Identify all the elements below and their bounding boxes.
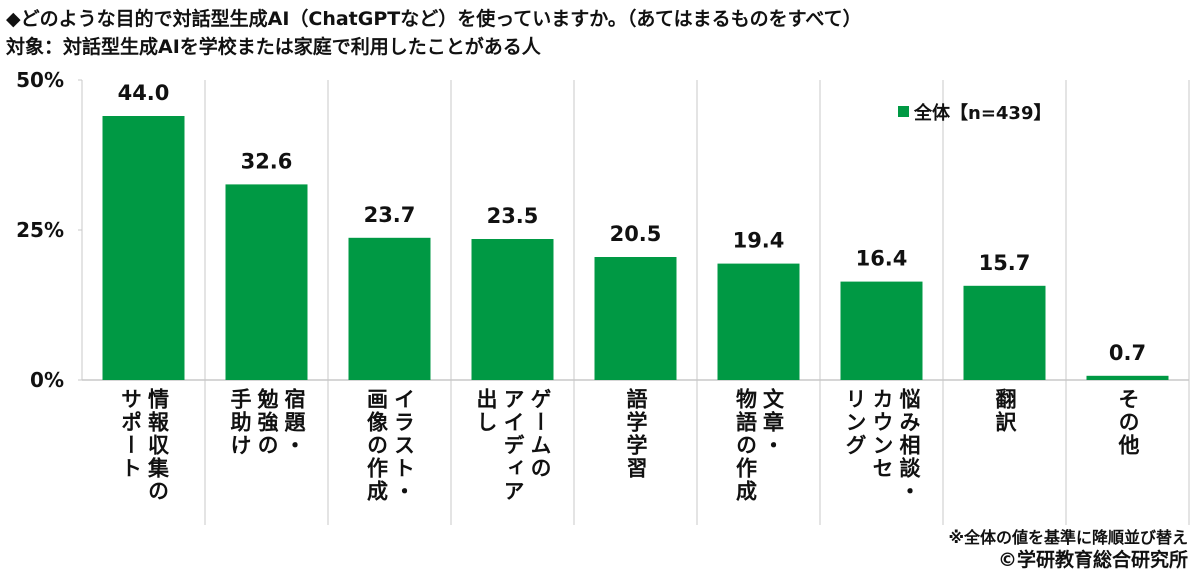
chart-subtitle: 対象：対話型生成AIを学校または家庭で利用したことがある人 xyxy=(6,36,541,58)
bar xyxy=(594,257,677,380)
y-tick-label: 25% xyxy=(16,218,64,242)
bar xyxy=(717,263,800,380)
x-tick-label: その他 xyxy=(1116,388,1140,457)
x-tick-label: ゲームの アイディア 出し xyxy=(474,388,552,503)
value-label: 16.4 xyxy=(856,247,908,271)
value-label: 23.7 xyxy=(364,203,416,227)
bar xyxy=(963,285,1046,380)
note: ※全体の値を基準に降順並び替え xyxy=(948,528,1188,547)
bar xyxy=(348,237,431,380)
legend-label: 全体【n=439】 xyxy=(913,102,1051,124)
bar xyxy=(840,281,923,380)
x-tick-label: 情報収集の サポート xyxy=(118,388,170,503)
legend-swatch xyxy=(898,106,909,117)
value-label: 15.7 xyxy=(979,251,1031,275)
x-tick-label: 宿題・ 勉強の 手助け xyxy=(228,388,306,457)
x-tick-label: イラスト・ 画像の作成 xyxy=(364,388,416,503)
chart-title: ◆どのような目的で対話型生成AI（ChatGPTなど）を使っていますか。（あては… xyxy=(6,8,862,30)
x-tick-label: 語学学習 xyxy=(624,388,648,480)
value-label: 44.0 xyxy=(118,81,170,105)
value-label: 0.7 xyxy=(1109,341,1146,365)
x-tick-label: 文章・ 物語の作成 xyxy=(733,388,785,503)
x-tick-label: 悩み相談・ カウンセ リング xyxy=(843,388,921,503)
bar xyxy=(102,116,185,380)
copyright: ©学研教育総合研究所 xyxy=(997,549,1188,571)
y-tick-label: 0% xyxy=(30,368,64,392)
bar xyxy=(225,184,308,380)
bar xyxy=(471,239,554,380)
value-label: 23.5 xyxy=(487,204,539,228)
value-label: 19.4 xyxy=(733,229,785,253)
value-label: 32.6 xyxy=(241,149,293,173)
x-tick-label: 翻訳 xyxy=(993,388,1017,434)
y-tick-label: 50% xyxy=(16,68,64,92)
value-label: 20.5 xyxy=(610,222,662,246)
bar xyxy=(1086,375,1169,380)
